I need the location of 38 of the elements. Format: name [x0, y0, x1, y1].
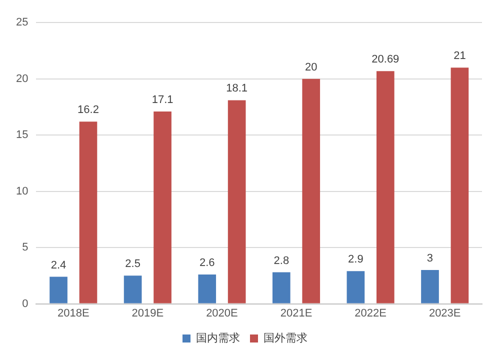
bar	[376, 71, 394, 304]
y-tick-label: 25	[16, 16, 28, 29]
y-tick-label: 10	[16, 185, 28, 198]
bar	[154, 111, 172, 304]
y-tick-label: 15	[16, 129, 28, 142]
x-tick-label: 2022E	[354, 307, 386, 320]
bar	[272, 272, 290, 304]
x-tick-label: 2018E	[57, 307, 90, 320]
x-tick-label: 2019E	[132, 307, 164, 320]
data-label: 20	[305, 61, 318, 74]
data-label: 2.9	[348, 254, 364, 266]
data-label: 2.5	[125, 258, 140, 270]
legend-label: 国内需求	[196, 332, 240, 345]
y-tick-label: 0	[22, 298, 28, 310]
data-label: 16.2	[78, 104, 99, 116]
bar	[198, 274, 216, 304]
bar	[346, 271, 365, 304]
x-tick-label: 2023E	[428, 307, 461, 320]
x-tick-label: 2021E	[280, 307, 312, 320]
data-label: 18.1	[226, 82, 248, 95]
data-label: 20.69	[372, 54, 400, 66]
data-label: 3	[426, 252, 434, 265]
data-label: 2.4	[50, 259, 66, 272]
y-tick-label: 20	[16, 72, 28, 85]
bar	[450, 68, 469, 304]
bar	[50, 276, 68, 304]
data-label: 21	[454, 50, 466, 62]
bar	[421, 270, 439, 304]
data-label: 17.1	[152, 94, 174, 106]
bar	[302, 78, 320, 304]
legend-label: 国外需求	[264, 332, 308, 345]
x-tick-label: 2020E	[206, 307, 238, 320]
bar	[124, 276, 142, 304]
y-tick-label: 5	[22, 242, 28, 254]
data-label: 2.8	[274, 254, 290, 267]
bar	[228, 100, 246, 304]
bar	[79, 122, 98, 304]
data-label: 2.6	[199, 257, 215, 270]
